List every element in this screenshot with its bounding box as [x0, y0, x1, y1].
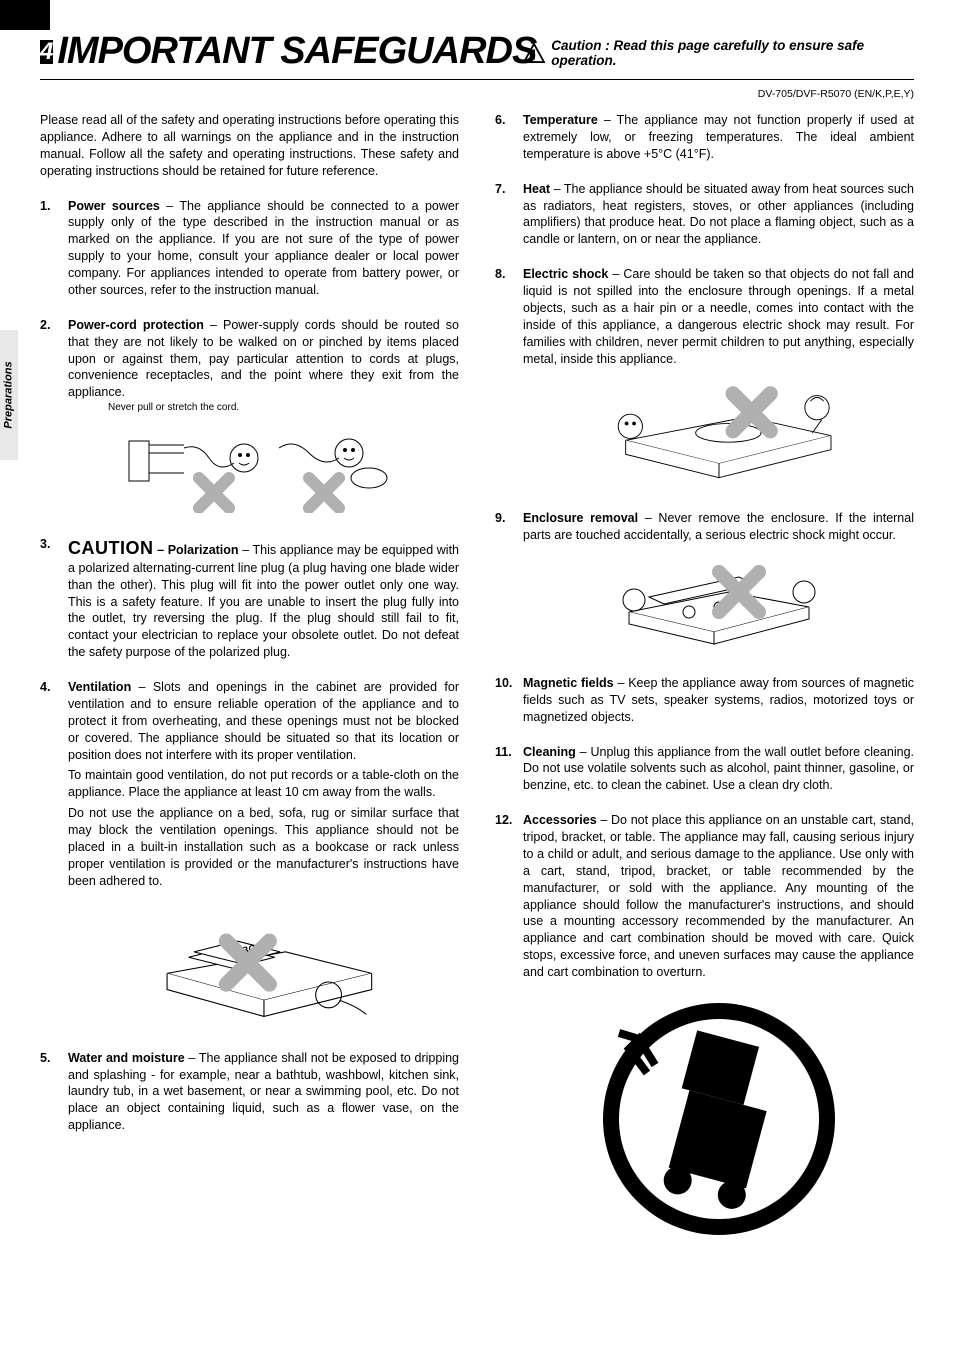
- figure-cart: [523, 989, 914, 1254]
- item-title: Power-cord protection: [68, 318, 204, 332]
- corner-tab: [0, 0, 50, 30]
- item-title: Heat: [523, 182, 550, 196]
- item-body: – Unplug this appliance from the wall ou…: [523, 745, 914, 793]
- figure-ventilation: BOOK: [68, 898, 459, 1032]
- page-title: IMPORTANT SAFEGUARDS: [57, 30, 536, 73]
- item-title: Power sources: [68, 199, 160, 213]
- header-caution-text: Caution : Read this page carefully to en…: [551, 38, 914, 68]
- list-item: Accessories – Do not place this applianc…: [495, 812, 914, 1254]
- list-item: Cleaning – Unplug this appliance from th…: [495, 744, 914, 795]
- ventilation-illustration: BOOK: [124, 898, 404, 1027]
- cord-illustration: [124, 423, 404, 513]
- page-number: 4: [40, 40, 53, 64]
- list-item: Electric shock – Care should be taken so…: [495, 266, 914, 492]
- header-caution: Caution : Read this page carefully to en…: [523, 38, 914, 68]
- list-item: Magnetic fields – Keep the appliance awa…: [495, 675, 914, 726]
- list-item: Enclosure removal – Never remove the enc…: [495, 510, 914, 657]
- caution-label: CAUTION: [68, 538, 154, 558]
- item-title: Accessories: [523, 813, 597, 827]
- item-title: Magnetic fields: [523, 676, 614, 690]
- item-body-3: Do not use the appliance on a bed, sofa,…: [68, 806, 459, 888]
- item-title: Cleaning: [523, 745, 576, 759]
- list-item: Water and moisture – The appliance shall…: [40, 1050, 459, 1134]
- safeguard-list-right: Temperature – The appliance may not func…: [495, 112, 914, 1254]
- enclosure-illustration: [579, 552, 859, 652]
- item-body: – This appliance may be equipped with a …: [68, 543, 459, 660]
- list-item: Ventilation – Slots and openings in the …: [40, 679, 459, 1032]
- cart-warning-icon: [579, 989, 859, 1249]
- item-body: – The appliance should be connected to a…: [68, 199, 459, 297]
- item-title: Electric shock: [523, 267, 608, 281]
- figure-shock: [523, 375, 914, 492]
- list-item: CAUTION – Polarization – This appliance …: [40, 536, 459, 662]
- list-item: Power sources – The appliance should be …: [40, 198, 459, 299]
- model-code: DV-705/DVF-R5070 (EN/K,P,E,Y): [40, 88, 914, 100]
- item-body: – Do not place this appliance on an unst…: [523, 813, 914, 979]
- right-column: Temperature – The appliance may not func…: [495, 112, 914, 1272]
- shock-illustration: [579, 375, 859, 487]
- item-title: Water and moisture: [68, 1051, 185, 1065]
- page-header: 4 IMPORTANT SAFEGUARDS Caution : Read th…: [40, 30, 914, 80]
- section-tab-label: Preparations: [3, 361, 15, 428]
- item-title: Enclosure removal: [523, 511, 638, 525]
- content-columns: Please read all of the safety and operat…: [40, 112, 914, 1272]
- list-item: Heat – The appliance should be situated …: [495, 181, 914, 249]
- figure-caption: Never pull or stretch the cord.: [108, 401, 459, 415]
- left-column: Please read all of the safety and operat…: [40, 112, 459, 1272]
- intro-paragraph: Please read all of the safety and operat…: [40, 112, 459, 180]
- list-item: Temperature – The appliance may not func…: [495, 112, 914, 163]
- safeguard-list-left: Power sources – The appliance should be …: [40, 198, 459, 1135]
- list-item: Power-cord protection – Power-supply cor…: [40, 317, 459, 518]
- figure-enclosure: [523, 552, 914, 657]
- item-title: Ventilation: [68, 680, 131, 694]
- section-tab: Preparations: [0, 330, 18, 460]
- item-body-2: To maintain good ventilation, do not put…: [68, 768, 459, 799]
- item-body: – The appliance should be situated away …: [523, 182, 914, 247]
- warning-icon: [523, 43, 545, 63]
- item-title: – Polarization: [154, 543, 239, 557]
- item-title: Temperature: [523, 113, 598, 127]
- figure-cord: [68, 423, 459, 518]
- item-body: – Care should be taken so that objects d…: [523, 267, 914, 365]
